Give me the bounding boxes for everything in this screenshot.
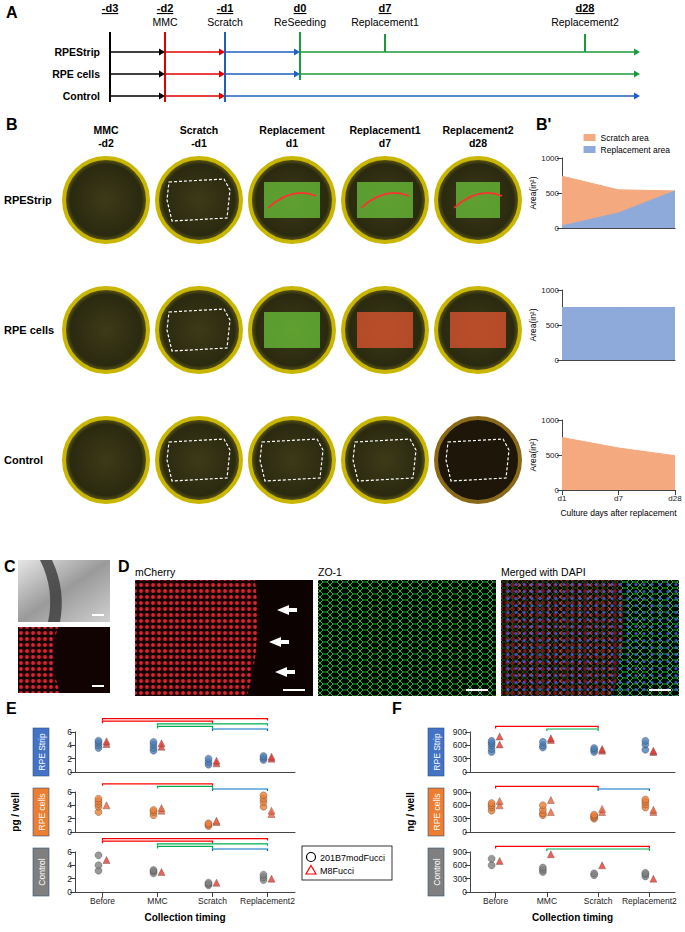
svg-text:Control: Control (37, 858, 47, 886)
svg-text:MMC: MMC (537, 896, 557, 906)
svg-text:Control: Control (4, 454, 43, 466)
svg-text:Collection timing: Collection timing (144, 912, 225, 923)
svg-text:RPE cells: RPE cells (4, 324, 54, 336)
svg-text:300: 300 (453, 754, 467, 764)
svg-text:Area(in²): Area(in²) (528, 176, 538, 209)
svg-text:0: 0 (555, 224, 560, 233)
svg-text:Control: Control (63, 90, 100, 102)
svg-text:Replacement1: Replacement1 (351, 16, 419, 28)
svg-text:Area(in²): Area(in²) (528, 308, 538, 341)
svg-text:ZO-1: ZO-1 (318, 566, 342, 578)
svg-text:600: 600 (453, 860, 467, 870)
svg-text:4: 4 (67, 800, 72, 810)
svg-text:0: 0 (462, 887, 467, 897)
svg-text:Before: Before (90, 896, 115, 906)
svg-text:B': B' (536, 116, 551, 133)
svg-text:2: 2 (67, 814, 72, 824)
svg-text:-d3: -d3 (102, 2, 119, 14)
svg-text:Replacement1: Replacement1 (349, 124, 420, 136)
svg-text:6: 6 (67, 847, 72, 857)
svg-text:Replacement2: Replacement2 (551, 16, 619, 28)
svg-text:F: F (392, 700, 402, 717)
svg-text:600: 600 (453, 800, 467, 810)
svg-text:0: 0 (555, 356, 560, 365)
svg-text:0: 0 (67, 827, 72, 837)
svg-text:1000: 1000 (541, 286, 559, 295)
svg-text:500: 500 (546, 321, 560, 330)
svg-text:1000: 1000 (541, 416, 559, 425)
svg-text:d1: d1 (286, 137, 298, 149)
svg-text:E: E (6, 700, 17, 717)
svg-text:0: 0 (67, 767, 72, 777)
svg-text:Control: Control (432, 858, 442, 886)
svg-text:0: 0 (462, 767, 467, 777)
svg-text:4: 4 (67, 740, 72, 750)
svg-text:Collection timing: Collection timing (532, 912, 613, 923)
svg-text:Replacement2: Replacement2 (240, 896, 295, 906)
svg-text:300: 300 (453, 814, 467, 824)
svg-text:-d2: -d2 (157, 2, 174, 14)
svg-text:Replacement2: Replacement2 (442, 124, 513, 136)
svg-text:RPEStrip: RPEStrip (4, 194, 52, 206)
svg-text:Before: Before (483, 896, 508, 906)
svg-text:d28: d28 (576, 2, 595, 14)
svg-text:d0: d0 (294, 2, 307, 14)
svg-text:D: D (118, 558, 130, 575)
svg-text:500: 500 (546, 451, 560, 460)
svg-text:900: 900 (453, 847, 467, 857)
svg-text:RPE cells: RPE cells (52, 68, 100, 80)
svg-text:6: 6 (67, 787, 72, 797)
svg-text:A: A (6, 4, 18, 21)
svg-text:6: 6 (67, 727, 72, 737)
svg-text:ng / well: ng / well (405, 792, 416, 832)
svg-text:Scratch: Scratch (198, 896, 227, 906)
svg-text:ReSeeding: ReSeeding (274, 16, 326, 28)
svg-text:MMC: MMC (152, 16, 177, 28)
svg-text:d7: d7 (379, 2, 392, 14)
svg-text:pg / well: pg / well (10, 792, 21, 832)
svg-text:mCherry: mCherry (135, 566, 176, 578)
svg-text:d7: d7 (379, 137, 391, 149)
svg-text:-d2: -d2 (98, 137, 114, 149)
svg-text:600: 600 (453, 740, 467, 750)
svg-text:300: 300 (453, 874, 467, 884)
svg-text:-d1: -d1 (191, 137, 207, 149)
svg-text:Replacement2: Replacement2 (622, 896, 677, 906)
svg-text:Scratch: Scratch (584, 896, 613, 906)
svg-text:RPE Strip: RPE Strip (37, 733, 47, 771)
svg-text:Merged with DAPI: Merged with DAPI (501, 566, 586, 578)
svg-text:Scratch: Scratch (180, 124, 219, 136)
svg-text:0: 0 (554, 485, 559, 495)
svg-text:MMC: MMC (93, 124, 118, 136)
svg-text:B: B (6, 116, 18, 133)
svg-text:d28: d28 (469, 137, 487, 149)
svg-text:C: C (4, 558, 16, 575)
svg-text:RPE Strip: RPE Strip (432, 733, 442, 771)
svg-text:4: 4 (67, 860, 72, 870)
svg-text:Replacement area: Replacement area (601, 145, 671, 155)
svg-text:MMC: MMC (147, 896, 167, 906)
svg-text:-d1: -d1 (217, 2, 234, 14)
svg-text:500: 500 (546, 189, 560, 198)
svg-text:d1: d1 (558, 494, 567, 503)
svg-text:0: 0 (67, 887, 72, 897)
svg-text:0: 0 (462, 827, 467, 837)
svg-text:900: 900 (453, 727, 467, 737)
svg-text:2: 2 (67, 754, 72, 764)
svg-text:900: 900 (453, 787, 467, 797)
svg-text:d7: d7 (614, 494, 623, 503)
svg-text:Replacement: Replacement (259, 124, 325, 136)
svg-text:M8Fucci: M8Fucci (320, 866, 354, 876)
svg-text:Scratch area: Scratch area (601, 133, 649, 143)
svg-text:RPE cells: RPE cells (37, 794, 47, 831)
svg-text:RPEStrip: RPEStrip (54, 46, 100, 58)
svg-text:Area(in²): Area(in²) (528, 438, 538, 471)
svg-text:d28: d28 (668, 494, 682, 503)
svg-text:201B7modFucci: 201B7modFucci (320, 853, 385, 863)
svg-text:Scratch: Scratch (207, 16, 243, 28)
svg-text:Culture days after replacement: Culture days after replacement (560, 508, 677, 518)
svg-text:1000: 1000 (541, 154, 559, 163)
svg-text:RPE cells: RPE cells (432, 794, 442, 831)
svg-text:2: 2 (67, 874, 72, 884)
